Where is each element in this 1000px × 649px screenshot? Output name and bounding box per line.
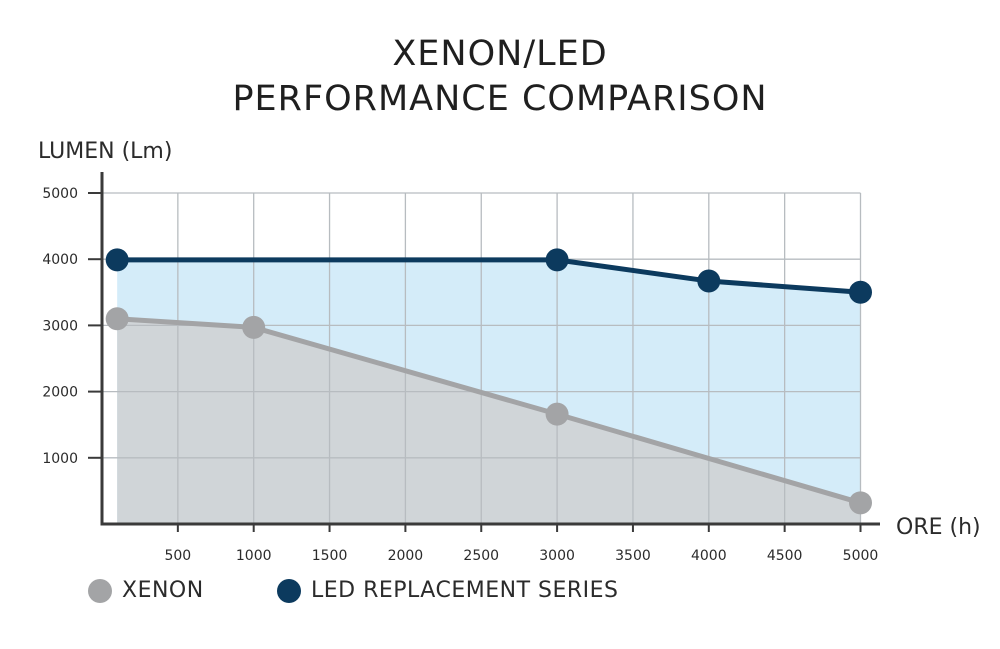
- data-point-1-0: [105, 248, 129, 272]
- series-line-0: [117, 316, 862, 506]
- data-point-0-0: [105, 307, 129, 331]
- legend-label-led: LED REPLACEMENT SERIES: [311, 578, 619, 603]
- x-tick-label-7: 4000: [691, 548, 727, 564]
- chart-title-line1: XENON/LED: [392, 34, 608, 74]
- axes: [88, 172, 880, 532]
- y-tick-label-2: 3000: [42, 318, 78, 334]
- x-tick-label-1: 1000: [236, 548, 272, 564]
- legend-item-xenon: XENON: [88, 578, 204, 603]
- x-tick-label-4: 2500: [463, 548, 499, 564]
- x-tick-label-9: 5000: [843, 548, 879, 564]
- chart-title-line2: PERFORMANCE COMPARISON: [232, 79, 768, 119]
- data-point-1-3: [849, 280, 872, 304]
- legend-marker-led: [277, 578, 301, 603]
- x-tick-label-0: 500: [164, 548, 191, 564]
- x-tick-label-2: 1500: [312, 548, 348, 564]
- legend-item-led: LED REPLACEMENT SERIES: [277, 578, 619, 603]
- data-point-1-1: [545, 248, 569, 272]
- legend-marker-xenon: [88, 578, 112, 603]
- data-point-1-2: [697, 269, 721, 293]
- x-tick-label-8: 4500: [767, 548, 803, 564]
- data-point-0-2: [545, 402, 569, 426]
- series-lines: [117, 257, 862, 506]
- x-tick-label-6: 3500: [615, 548, 651, 564]
- area-fill-0: [117, 318, 861, 524]
- data-point-0-3: [849, 491, 872, 515]
- series-points: [105, 248, 872, 515]
- series-line-1: [117, 257, 861, 295]
- x-tick-label-3: 2000: [388, 548, 424, 564]
- x-tick-label-5: 3000: [539, 548, 575, 564]
- grid-lines: [102, 192, 862, 524]
- legend-label-xenon: XENON: [122, 578, 204, 603]
- y-tick-label-1: 2000: [42, 385, 78, 401]
- x-axis-label: ORE (h): [896, 515, 981, 540]
- tick-labels: 1000 2000 3000 4000 5000 500 1000 1500 2000 2500 3…: [42, 186, 878, 564]
- y-tick-label-0: 1000: [42, 451, 78, 467]
- y-axis-label: LUMEN (Lm): [38, 139, 172, 164]
- data-point-0-1: [242, 315, 266, 339]
- y-tick-label-4: 5000: [42, 186, 78, 202]
- y-tick-label-3: 4000: [42, 252, 78, 268]
